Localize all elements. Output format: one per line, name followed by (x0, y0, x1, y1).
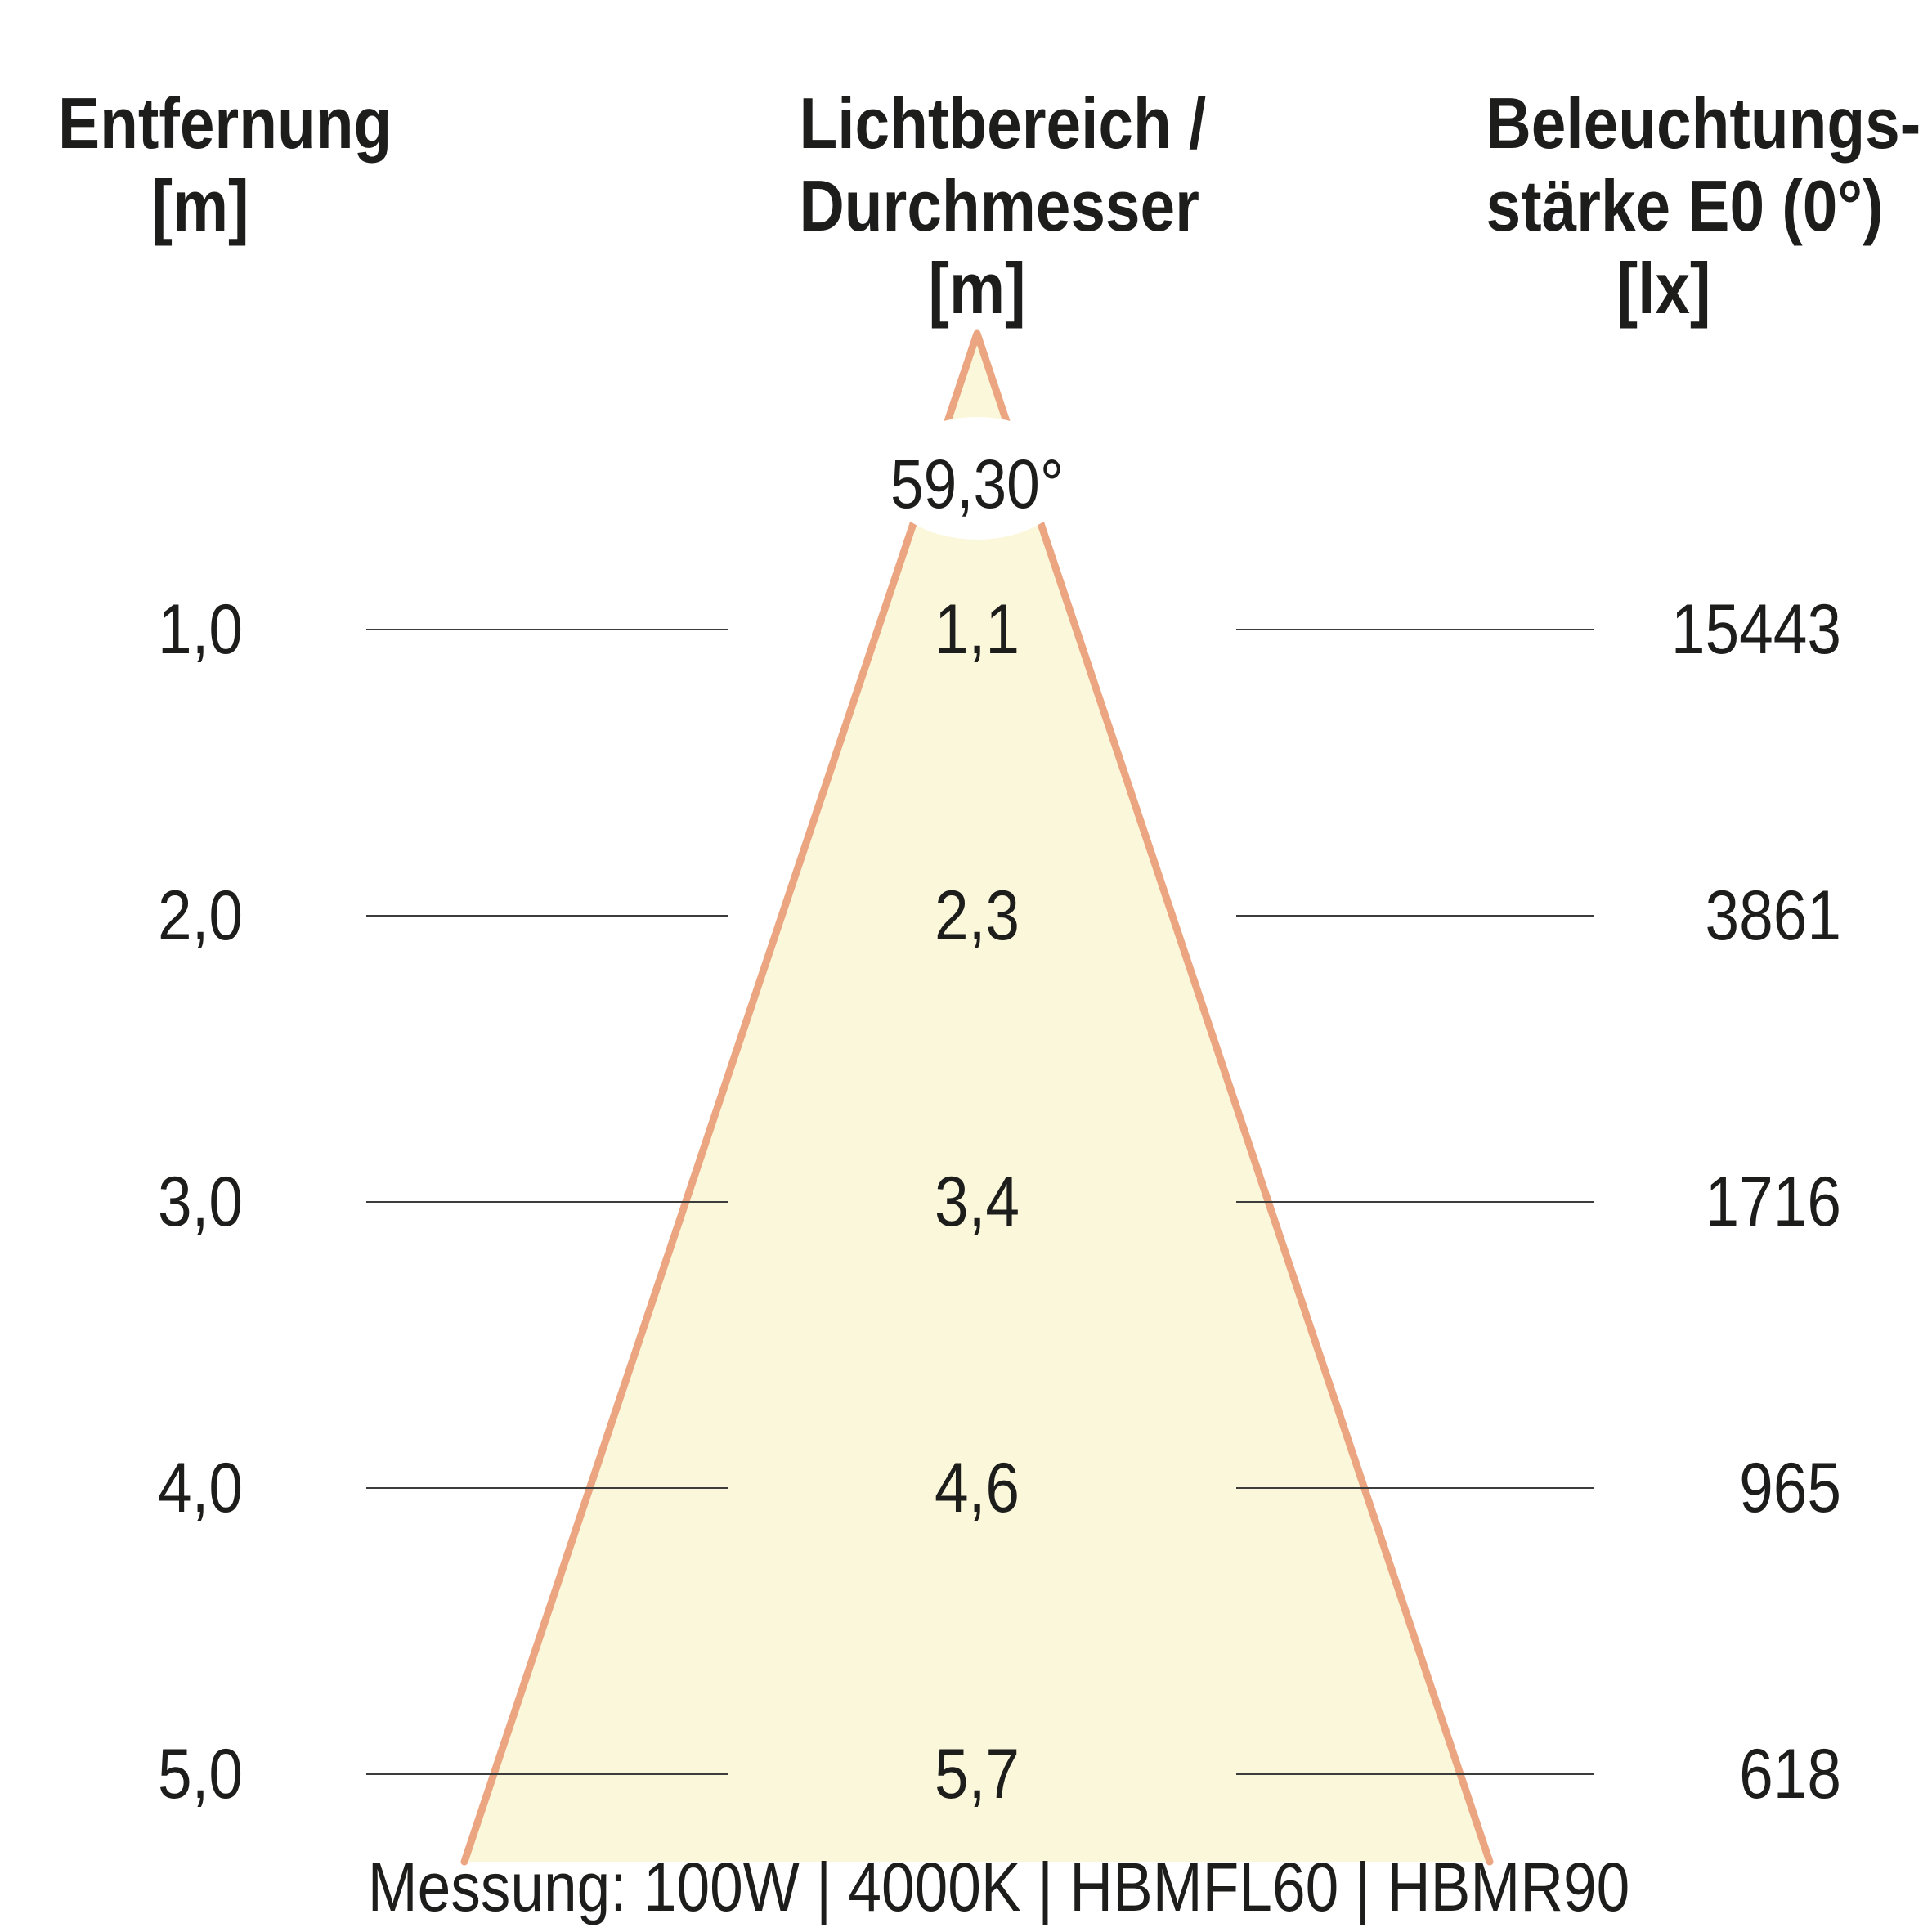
header-line: stärke E0 (0°) (1486, 165, 1884, 246)
row-connector-left (366, 629, 728, 631)
column-header-diameter: Lichtbereich / Durchmesser [m] (773, 82, 1207, 329)
row-connector-left (366, 1201, 728, 1204)
beam-cone (460, 329, 1494, 1866)
row-connector-left (366, 915, 728, 917)
column-header-distance: Entfernung [m] (37, 82, 392, 247)
distance-value: 3,0 (157, 1163, 244, 1241)
distance-value: 2,0 (157, 876, 244, 955)
diameter-value: 3,4 (934, 1163, 1020, 1241)
header-line: Entfernung (58, 83, 392, 164)
row-connector-right (1236, 915, 1594, 917)
illuminance-value: 1716 (1705, 1163, 1841, 1241)
diameter-value: 5,7 (934, 1735, 1020, 1813)
header-unit: [lx] (1616, 248, 1711, 329)
header-unit: [m] (928, 248, 1026, 329)
column-header-illuminance: Beleuchtungs- stärke E0 (0°) [lx] (1459, 82, 1921, 329)
diameter-value: 2,3 (934, 876, 1020, 955)
header-line: Beleuchtungs- (1486, 83, 1921, 164)
header-unit: [m] (151, 165, 249, 246)
illuminance-value: 3861 (1705, 876, 1841, 955)
row-connector-right (1236, 629, 1594, 631)
row-connector-right (1236, 1201, 1594, 1204)
beam-angle-halo (883, 417, 1071, 540)
header-line: Lichtbereich / (799, 83, 1207, 164)
diameter-value: 1,1 (934, 590, 1020, 669)
illuminance-value: 965 (1739, 1449, 1841, 1527)
diameter-value: 4,6 (934, 1449, 1020, 1527)
measurement-note: Messung: 100W | 4000K | HBMFL60 | HBMR90 (367, 1849, 1630, 1925)
distance-value: 5,0 (157, 1735, 244, 1813)
illuminance-value: 15443 (1670, 590, 1841, 669)
beam-angle-value: 59,30° (890, 446, 1065, 522)
illuminance-value: 618 (1739, 1735, 1841, 1813)
header-line: Durchmesser (799, 165, 1199, 246)
distance-value: 4,0 (157, 1449, 244, 1527)
row-connector-left (366, 1773, 728, 1776)
row-connector-right (1236, 1487, 1594, 1490)
row-connector-left (366, 1487, 728, 1490)
distance-value: 1,0 (157, 590, 244, 669)
row-connector-right (1236, 1773, 1594, 1776)
